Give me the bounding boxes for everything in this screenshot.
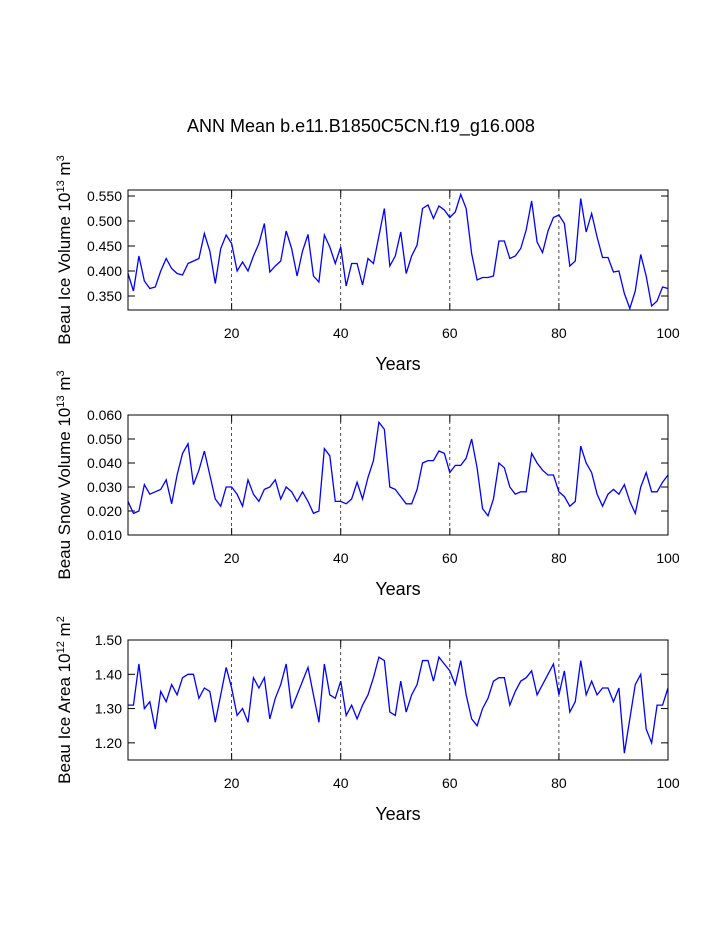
x-axis-label: Years [375,579,420,599]
y-axis-label-part: Beau Ice Area 10 [55,653,74,783]
x-tick-label: 60 [442,775,458,791]
y-axis-label-sup: 13 [55,395,67,407]
data-line [128,655,669,754]
y-tick-label: 0.040 [87,455,122,471]
x-tick-label: 80 [551,775,567,791]
y-axis-label: Beau Ice Area 1012 m2 [55,616,74,784]
plot-frame [127,189,669,311]
x-tick-label: 80 [551,325,567,341]
y-axis-label-sup: 3 [55,370,67,376]
y-tick-label: 1.50 [95,632,122,648]
figure-title: ANN Mean b.e11.B1850C5CN.f19_g16.008 [187,116,535,137]
y-tick-label: 0.500 [87,213,122,229]
x-tick-label: 20 [224,325,240,341]
y-tick-label: 0.550 [87,188,122,204]
x-tick-label: 40 [333,325,349,341]
data-line [127,192,669,311]
x-axis-label: Years [375,354,420,374]
plot-frame [127,639,669,761]
y-tick-label: 1.40 [95,666,122,682]
x-tick-label: 40 [333,550,349,566]
y-axis-label: Beau Ice Volume 1013 m3 [55,155,74,344]
y-tick-label: 0.350 [87,288,122,304]
x-tick-label: 100 [656,550,680,566]
y-axis-label-sup: 13 [55,180,67,192]
y-axis-label: Beau Snow Volume 1013 m3 [55,370,74,579]
x-tick-label: 60 [442,550,458,566]
x-tick-label: 100 [656,775,680,791]
y-axis-label-sup: 12 [55,641,67,653]
y-tick-label: 0.010 [87,527,122,543]
x-tick-label: 20 [224,550,240,566]
x-tick-label: 80 [551,550,567,566]
y-axis-label-sup: 3 [55,155,67,161]
x-tick-label: 100 [656,325,680,341]
x-tick-label: 60 [442,325,458,341]
y-tick-label: 0.060 [87,407,122,423]
y-axis-label-part: Beau Snow Volume 10 [55,408,74,580]
x-axis-label: Years [375,804,420,824]
data-line [127,420,669,518]
y-tick-label: 0.030 [87,479,122,495]
y-axis-label-part: m [55,376,74,395]
y-axis-label-part: m [55,622,74,641]
y-tick-label: 1.30 [95,701,122,717]
y-tick-label: 0.450 [87,238,122,254]
y-tick-label: 1.20 [95,735,122,751]
y-tick-label: 0.020 [87,503,122,519]
y-axis-label-part: Beau Ice Volume 10 [55,193,74,345]
y-tick-label: 0.050 [87,431,122,447]
y-tick-label: 0.400 [87,263,122,279]
y-axis-label-sup: 2 [55,616,67,622]
plot-frame [127,414,669,536]
x-tick-label: 40 [333,775,349,791]
y-axis-label-part: m [55,161,74,180]
x-tick-label: 20 [224,775,240,791]
